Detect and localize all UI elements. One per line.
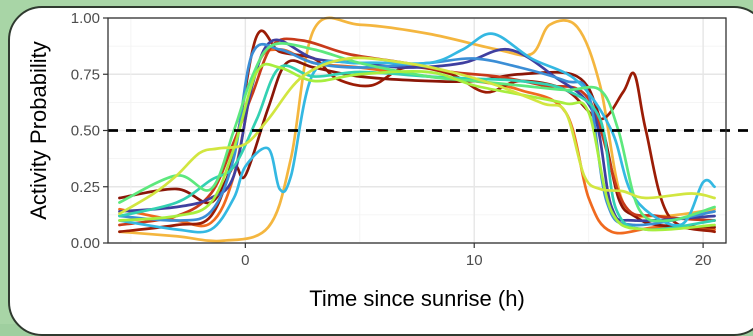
x-tick-label: 0: [241, 252, 249, 269]
tick-layer: 0.00 0.25 0.50 0.75 1.00 0 10 20: [71, 10, 712, 269]
series-line-10: [118, 42, 716, 223]
y-tick-label: 0.75: [71, 66, 100, 83]
x-tick-label: 10: [466, 252, 483, 269]
series-line-1: [118, 16, 716, 243]
series-line-8: [118, 32, 716, 234]
page-background: 0.00 0.25 0.50 0.75 1.00 0 10 20 Time since sun…: [8, 6, 753, 336]
y-tick-label: 1.00: [71, 10, 100, 27]
activity-line-chart: 0.00 0.25 0.50 0.75 1.00 0 10 20 Time since sun…: [26, 10, 753, 311]
series-line-11: [118, 62, 716, 232]
x-tick-label: 20: [695, 252, 712, 269]
x-axis-title: Time since sunrise (h): [309, 286, 525, 311]
y-tick-label: 0.25: [71, 179, 100, 196]
series-line-12: [118, 56, 716, 216]
y-axis-title: Activity Probability: [26, 41, 51, 220]
series-layer: [118, 16, 716, 243]
y-tick-label: 0.00: [71, 235, 100, 252]
y-tick-label: 0.50: [71, 123, 100, 140]
